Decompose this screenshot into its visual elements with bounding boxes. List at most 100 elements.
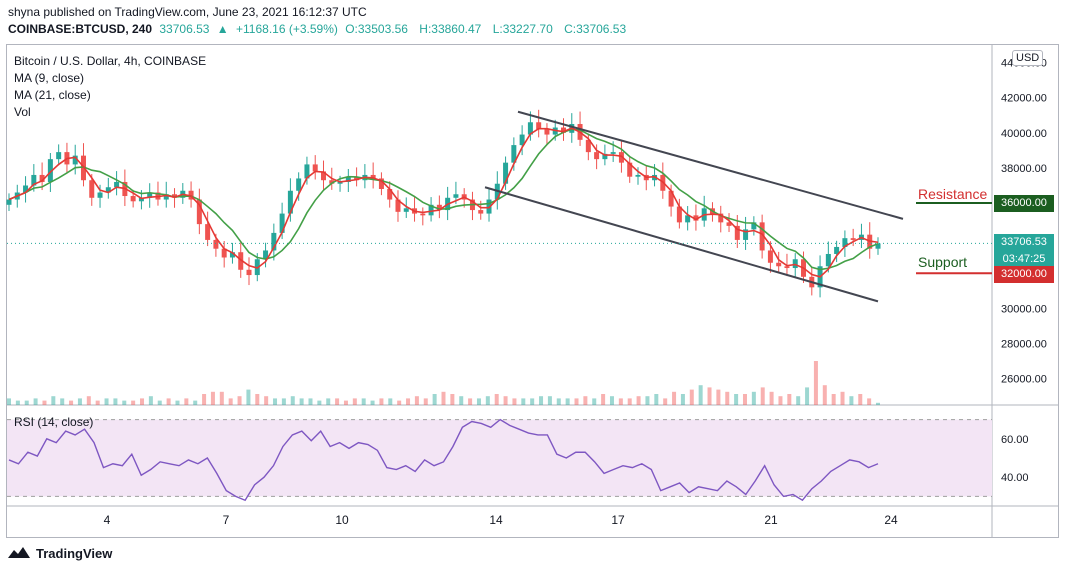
candle-body	[561, 127, 567, 133]
time-tick-label: 14	[489, 513, 503, 527]
volume-bar	[148, 396, 153, 405]
candle-body	[428, 204, 434, 216]
volume-bar	[33, 398, 38, 405]
candle-body	[486, 199, 492, 214]
rsi-tick-label: 60.00	[1001, 434, 1029, 446]
rsi-legend: RSI (14, close)	[14, 415, 94, 429]
price-tick-label: 26000.00	[1001, 374, 1047, 386]
candle-body	[263, 250, 269, 260]
volume-bar	[255, 394, 260, 405]
candle-body	[370, 174, 376, 179]
candle-body	[544, 129, 550, 135]
volume-bar	[521, 398, 526, 405]
volume-bar	[432, 394, 437, 405]
time-tick-label: 24	[884, 513, 898, 527]
volume-bar	[131, 400, 136, 405]
volume-bar	[414, 396, 419, 405]
volume-bar	[113, 398, 118, 405]
volume-bar	[370, 400, 375, 405]
candle-body	[163, 194, 169, 200]
candle-body	[825, 253, 831, 267]
candle-body	[784, 266, 790, 269]
volume-bar	[237, 396, 242, 405]
candle-body	[213, 239, 219, 249]
price-change: +1168.16 (+3.59%)	[236, 22, 338, 36]
price-tick-label: 42000.00	[1001, 93, 1047, 105]
candle-body	[196, 199, 202, 225]
vol-legend: Vol	[14, 105, 31, 119]
volume-bar	[716, 389, 721, 405]
volume-bar	[175, 400, 180, 405]
volume-bar	[140, 398, 145, 405]
tradingview-logo-icon	[8, 545, 30, 561]
volume-bar	[379, 398, 384, 405]
candle-body	[312, 164, 318, 172]
volume-bar	[308, 398, 313, 405]
volume-bar	[547, 396, 552, 405]
candle-body	[238, 252, 244, 270]
resistance-trendline	[517, 110, 904, 220]
candle-body	[287, 190, 293, 214]
time-tick-label: 7	[223, 513, 230, 527]
high-text: H:33860.47	[419, 22, 482, 36]
candle-body	[618, 152, 624, 163]
volume-bar	[166, 398, 171, 405]
volume-bar	[361, 398, 366, 405]
high-value: H:33860.47	[419, 22, 485, 36]
volume-bar	[867, 398, 872, 405]
footer[interactable]: TradingView	[8, 545, 112, 561]
ma9-legend: MA (9, close)	[14, 71, 85, 85]
support-trendline	[484, 186, 879, 303]
volume-bar	[299, 398, 304, 405]
candle-body	[627, 162, 633, 177]
chart-frame[interactable]	[6, 44, 1059, 538]
ma9-line	[8, 127, 879, 278]
volume-bar	[210, 391, 215, 405]
support-annotation: Support	[918, 254, 968, 270]
volume-bar	[397, 400, 402, 405]
time-tick-label: 21	[764, 513, 778, 527]
candle-body	[527, 122, 533, 135]
volume-bar	[787, 394, 792, 405]
volume-bar	[618, 398, 623, 405]
price-tick-label: 40000.00	[1001, 128, 1047, 140]
candle-body	[114, 181, 120, 188]
candle-body	[130, 196, 136, 202]
candle-body	[776, 262, 782, 267]
candle-body	[354, 176, 360, 181]
last-price: 33706.53	[159, 22, 210, 36]
candle-body	[221, 248, 227, 258]
candle-body	[97, 192, 103, 198]
candle-body	[6, 199, 12, 205]
volume-bar	[813, 361, 818, 405]
candle-body	[304, 164, 310, 179]
candle-body	[296, 178, 302, 191]
candle-body	[89, 180, 95, 198]
currency-button[interactable]: USD	[1012, 50, 1044, 66]
candle-body	[734, 225, 740, 240]
candle-body	[188, 190, 194, 200]
candle-body	[718, 213, 724, 223]
volume-bar	[228, 398, 233, 405]
volume-bar	[849, 396, 854, 405]
candle-body	[726, 222, 732, 226]
volume-bar	[69, 400, 74, 405]
open-value: O:33503.56	[345, 22, 412, 36]
volume-bar	[512, 398, 517, 405]
price-tick-label: 30000.00	[1001, 303, 1047, 315]
volume-bar	[876, 402, 880, 405]
candle-body	[56, 152, 62, 160]
volume-bar	[663, 398, 668, 405]
volume-bar	[636, 396, 641, 405]
volume-bar	[831, 394, 836, 405]
volume-bar	[796, 396, 801, 405]
rsi-band	[7, 419, 992, 497]
volume-bar	[734, 394, 739, 405]
volume-bar	[645, 396, 650, 405]
volume-bar	[202, 394, 207, 405]
close-value: C:33706.53	[564, 22, 630, 36]
time-tick-label: 10	[335, 513, 349, 527]
volume-bar	[7, 398, 11, 405]
candle-body	[602, 153, 608, 160]
